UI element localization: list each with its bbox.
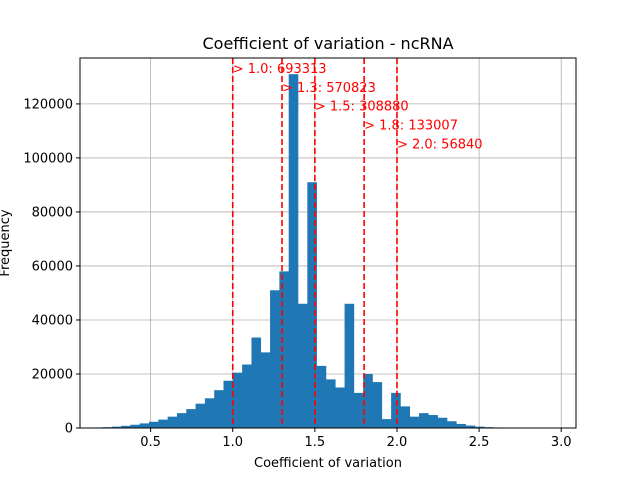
y-tick-label: 40000 bbox=[32, 313, 73, 328]
threshold-annotation: > 1.8: 133007 bbox=[364, 119, 458, 134]
histogram-bar bbox=[325, 379, 336, 428]
histogram-bar bbox=[316, 365, 327, 428]
threshold-lines bbox=[231, 58, 398, 428]
threshold-annotation: > 1.0: 693313 bbox=[233, 62, 327, 77]
x-tick-label: 3.0 bbox=[551, 435, 572, 450]
histogram-bar bbox=[456, 423, 466, 428]
histogram-bar bbox=[232, 372, 243, 428]
histogram-bar bbox=[363, 373, 373, 428]
histogram-bar bbox=[130, 424, 141, 428]
histogram-bar bbox=[353, 392, 364, 428]
histogram-bar bbox=[335, 387, 345, 428]
plot-frame bbox=[79, 57, 577, 429]
histogram-bar bbox=[447, 421, 457, 428]
histogram-bar bbox=[176, 413, 187, 428]
histogram-bar bbox=[214, 390, 224, 428]
histogram-bar bbox=[204, 398, 215, 428]
x-tick-label: 0.5 bbox=[140, 435, 161, 450]
histogram-bar bbox=[251, 337, 262, 428]
histogram-bar bbox=[307, 182, 317, 428]
histogram-bar bbox=[419, 413, 429, 428]
y-tick-label: 100000 bbox=[23, 151, 73, 166]
histogram-bar bbox=[279, 271, 289, 428]
histogram-bar bbox=[298, 303, 308, 428]
x-tick-label: 2.5 bbox=[469, 435, 490, 450]
threshold-annotation: > 1.3: 570823 bbox=[282, 81, 376, 96]
histogram-bar bbox=[409, 416, 420, 428]
x-tick-label: 1.5 bbox=[305, 435, 326, 450]
bars bbox=[93, 74, 560, 428]
histogram-bar bbox=[121, 425, 131, 428]
histogram-bar bbox=[391, 392, 401, 428]
histogram-bar bbox=[428, 415, 438, 428]
y-tick-label: 0 bbox=[65, 422, 73, 437]
histogram-bar bbox=[186, 409, 196, 428]
y-tick-label: 120000 bbox=[23, 97, 73, 112]
histogram-bar bbox=[400, 406, 411, 428]
y-tick-label: 80000 bbox=[32, 205, 73, 220]
histogram-bar bbox=[474, 426, 485, 428]
threshold-annotations: > 1.0: 693313 > 1.3: 570823 > 1.5: 308880 >… bbox=[233, 62, 483, 153]
histogram-bar bbox=[139, 423, 150, 428]
y-tick-label: 60000 bbox=[32, 259, 73, 274]
threshold-annotation: > 1.5: 308880 bbox=[315, 100, 409, 115]
histogram-bar bbox=[465, 425, 476, 428]
histogram-bar bbox=[111, 426, 122, 428]
x-axis: 0.5 1.0 1.5 2.0 2.5 3.0 bbox=[140, 428, 572, 450]
y-tick-label: 20000 bbox=[32, 367, 73, 382]
histogram-bar bbox=[288, 74, 299, 428]
histogram-bar bbox=[344, 303, 355, 428]
chart-title: Coefficient of variation - ncRNA bbox=[202, 34, 453, 53]
histogram-bar bbox=[195, 403, 206, 428]
histogram-bar bbox=[437, 417, 448, 428]
histogram-bar bbox=[223, 380, 234, 428]
y-axis: 0 20000 40000 60000 80000 100000 120000 bbox=[23, 97, 80, 437]
threshold-annotation: > 2.0: 56840 bbox=[397, 137, 483, 152]
histogram-bar bbox=[149, 421, 159, 428]
histogram-bar bbox=[242, 364, 252, 428]
histogram-bar bbox=[372, 382, 383, 428]
histogram-bar bbox=[381, 419, 392, 428]
histogram-bar bbox=[167, 416, 178, 428]
y-axis-label: Frequency bbox=[0, 209, 13, 276]
x-axis-label: Coefficient of variation bbox=[254, 456, 402, 471]
histogram-bar bbox=[260, 352, 271, 428]
histogram-bar bbox=[270, 290, 280, 428]
x-tick-label: 1.0 bbox=[222, 435, 243, 450]
x-tick-label: 2.0 bbox=[387, 435, 408, 450]
histogram-bar bbox=[158, 419, 168, 428]
grid bbox=[80, 58, 576, 429]
